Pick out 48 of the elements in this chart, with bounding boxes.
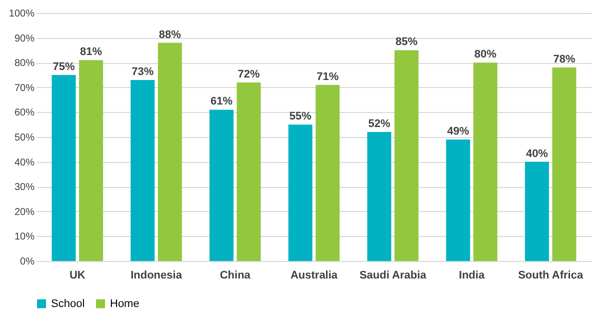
- bar: [79, 60, 104, 261]
- data-label: 40%: [526, 148, 548, 160]
- bar: [288, 124, 312, 261]
- bar: [552, 68, 576, 261]
- bar: [158, 42, 182, 261]
- bar: [236, 82, 261, 261]
- data-label: 80%: [474, 48, 497, 61]
- x-tick-label: UK: [69, 270, 86, 282]
- data-label: 85%: [395, 36, 418, 48]
- bar: [446, 139, 470, 261]
- data-label: 88%: [158, 28, 182, 41]
- x-tick-label: China: [220, 270, 252, 282]
- bar: [52, 75, 76, 261]
- y-tick-label: 50%: [14, 132, 35, 144]
- data-label: 71%: [316, 70, 339, 83]
- x-tick-label: Australia: [290, 270, 338, 282]
- data-label: 49%: [447, 125, 470, 138]
- y-tick-label: 0%: [20, 256, 35, 268]
- data-label: 78%: [553, 54, 576, 66]
- bar: [316, 84, 340, 261]
- x-tick-label: India: [458, 270, 486, 282]
- data-label: 81%: [80, 46, 102, 58]
- y-tick-label: 70%: [14, 82, 35, 94]
- bar: [210, 110, 234, 261]
- y-tick-label: 80%: [14, 58, 35, 70]
- bar: [473, 62, 498, 261]
- y-tick-label: 90%: [14, 33, 35, 44]
- bar: [130, 80, 155, 261]
- x-tick-label: Saudi Arabia: [359, 270, 428, 282]
- data-label: 61%: [210, 96, 233, 108]
- x-tick-label: Indonesia: [130, 270, 183, 282]
- x-tick-label: South Africa: [518, 270, 584, 282]
- y-tick-label: 60%: [14, 108, 35, 119]
- bar: [367, 132, 392, 261]
- legend-label: Home: [110, 298, 140, 310]
- data-label: 72%: [238, 68, 260, 80]
- data-label: 75%: [52, 61, 75, 73]
- bar: [394, 50, 418, 261]
- data-label: 55%: [289, 110, 312, 123]
- y-tick-label: 30%: [14, 182, 35, 194]
- data-label: 52%: [368, 118, 390, 130]
- y-tick-label: 20%: [14, 206, 35, 218]
- bar: [524, 162, 549, 261]
- y-tick-label: 10%: [14, 232, 35, 243]
- y-tick-label: 100%: [8, 8, 35, 20]
- y-tick-label: 40%: [14, 157, 35, 168]
- data-label: 73%: [132, 66, 154, 78]
- legend-label: School: [51, 298, 85, 310]
